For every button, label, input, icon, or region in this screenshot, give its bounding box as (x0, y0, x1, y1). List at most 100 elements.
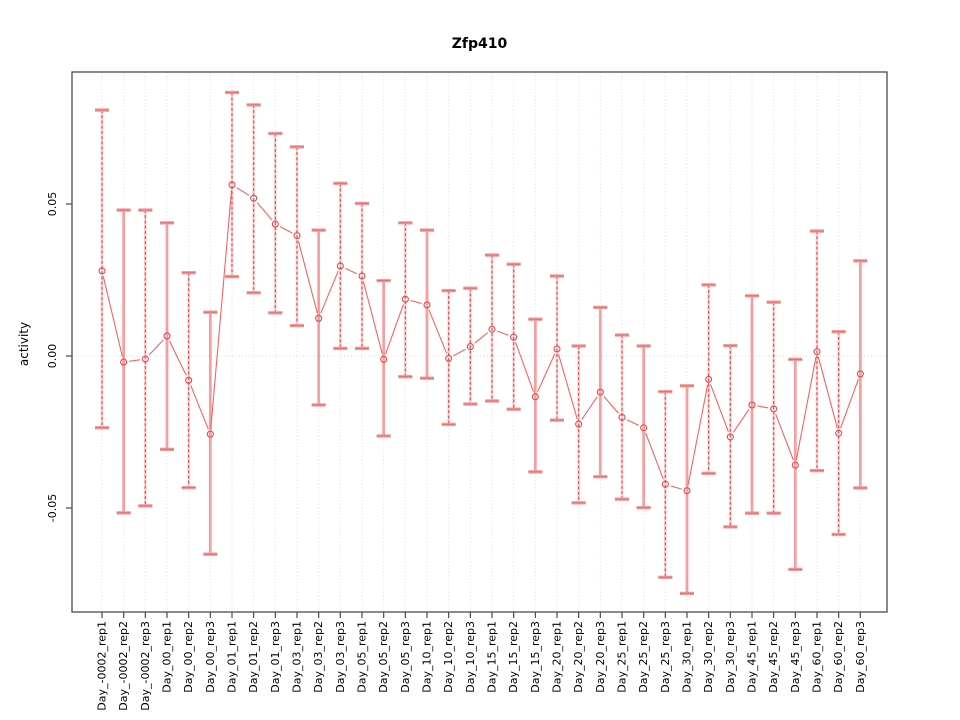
x-tick-label: Day_15_rep3 (529, 621, 542, 693)
x-tick-label: Day_60_rep3 (854, 621, 867, 693)
data-point (813, 348, 821, 356)
x-tick-label: Day_25_rep1 (615, 621, 628, 693)
series-segment (453, 348, 466, 357)
series-segment (710, 384, 729, 432)
x-tick-label: Day_45_rep3 (789, 621, 802, 693)
series-segment (256, 202, 273, 221)
x-tick-label: Day_10_rep3 (464, 621, 477, 693)
data-point (423, 301, 431, 309)
data-point (358, 272, 366, 280)
series-segment (410, 300, 422, 305)
x-tick-label: Day_01_rep1 (225, 621, 238, 693)
series-segment (428, 309, 448, 354)
x-tick-label: Day_20_rep2 (572, 621, 585, 693)
data-point (250, 194, 258, 202)
chart-title: Zfp410 (451, 36, 508, 52)
series-segment (670, 485, 682, 490)
series-segment (345, 267, 358, 275)
x-tick-label: Day_20_rep1 (550, 621, 563, 693)
data-point (661, 480, 669, 488)
series-segment (732, 409, 750, 433)
series-segment (129, 359, 140, 362)
series-segment (757, 405, 769, 409)
series-segment (687, 384, 709, 486)
series-segment (297, 240, 318, 314)
x-tick-label: Day_05_rep3 (399, 621, 412, 693)
data-point (141, 355, 149, 363)
x-tick-label: Day_15_rep2 (507, 621, 520, 693)
data-point (748, 401, 756, 409)
x-tick-label: Day_03_rep2 (312, 621, 325, 693)
series-segment (168, 340, 187, 376)
data-point (770, 405, 778, 413)
x-tick-label: Day_25_rep2 (637, 621, 650, 693)
series-segment (515, 342, 534, 392)
data-point (553, 345, 561, 353)
x-tick-label: Day_45_rep1 (745, 621, 758, 693)
series-segment (537, 353, 556, 392)
series-segment (279, 226, 293, 234)
series-segment (581, 396, 598, 420)
data-point (163, 332, 171, 340)
x-tick-label: Day_03_rep3 (334, 621, 347, 693)
data-point (510, 333, 518, 341)
series-segment (626, 419, 639, 426)
x-tick-label: Day_25_rep3 (659, 621, 672, 693)
x-tick-label: Day_60_rep2 (832, 621, 845, 693)
data-point (206, 430, 214, 438)
data-point (466, 343, 474, 351)
data-point (640, 424, 648, 432)
series-segment (496, 330, 509, 336)
series-segment (148, 339, 164, 356)
y-tick-label: 0.05 (46, 192, 59, 217)
data-point (683, 487, 691, 495)
data-point (575, 420, 583, 428)
x-tick-label: Day_01_rep2 (247, 621, 260, 693)
x-tick-label: Day_60_rep1 (810, 621, 823, 693)
series-segment (645, 432, 664, 480)
series-segment (603, 395, 619, 414)
data-point (401, 295, 409, 303)
data-point (315, 314, 323, 322)
series-segment (190, 385, 209, 430)
x-tick-label: Day_10_rep2 (442, 621, 455, 693)
data-point (618, 413, 626, 421)
series-segment (236, 187, 250, 196)
data-point (120, 358, 128, 366)
x-tick-label: Day_00_rep2 (182, 621, 195, 693)
data-point (336, 262, 344, 270)
data-point (726, 433, 734, 441)
x-tick-label: Day_00_rep3 (204, 621, 217, 693)
x-tick-label: Day_05_rep1 (355, 621, 368, 693)
x-tick-label: Day_00_rep1 (160, 621, 173, 693)
x-tick-label: Day_30_rep1 (680, 621, 693, 693)
data-point (380, 355, 388, 363)
data-point (98, 267, 106, 275)
data-point (445, 354, 453, 362)
series-segment (557, 354, 578, 419)
data-point (228, 181, 236, 189)
data-point (531, 393, 539, 401)
data-point (835, 429, 843, 437)
x-tick-label: Day_30_rep3 (724, 621, 737, 693)
series-segment (320, 270, 339, 314)
data-point (185, 376, 193, 384)
x-tick-label: Day_45_rep2 (767, 621, 780, 693)
data-point (293, 232, 301, 240)
x-tick-label: Day_10_rep1 (420, 621, 433, 693)
series-segment (795, 357, 817, 460)
y-tick-label: -0.05 (46, 494, 59, 522)
series-segment (840, 378, 859, 429)
x-tick-label: Day_-0002_rep2 (117, 621, 130, 711)
x-tick-label: Day_05_rep2 (377, 621, 390, 693)
x-tick-label: Day_-0002_rep3 (139, 621, 152, 711)
x-tick-label: Day_03_rep1 (290, 621, 303, 693)
series-segment (385, 304, 404, 355)
y-tick-label: 0.00 (46, 344, 59, 369)
data-point (596, 388, 604, 396)
series-segment (210, 190, 233, 429)
series-segment (775, 413, 794, 461)
x-tick-label: Day_01_rep3 (269, 621, 282, 693)
data-point (856, 370, 864, 378)
